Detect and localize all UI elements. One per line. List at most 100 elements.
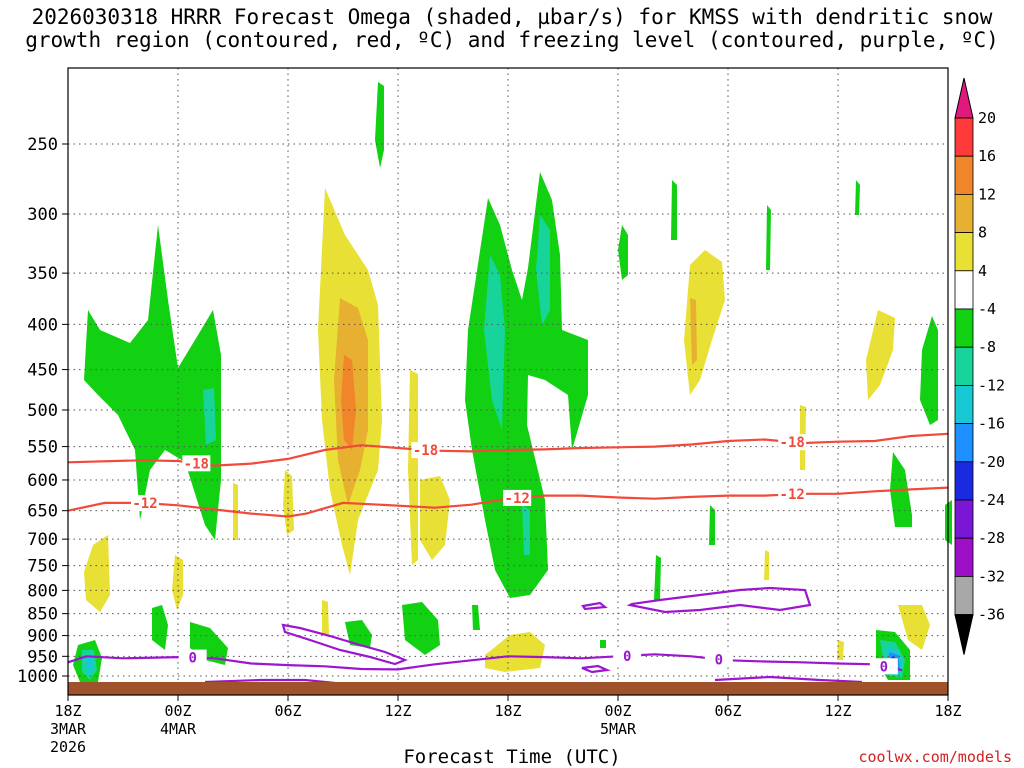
chart-title-line1: 2026030318 HRRR Forecast Omega (shaded, … xyxy=(31,5,993,29)
contour-label-bg xyxy=(613,647,642,664)
colorbar-bin xyxy=(954,346,974,386)
y-tick-label: 700 xyxy=(27,530,58,550)
colorbar-bin xyxy=(954,155,974,195)
contour-label-bg xyxy=(411,442,440,459)
omega-region xyxy=(654,555,661,600)
y-tick-label: 950 xyxy=(27,647,58,667)
y-tick-label: 550 xyxy=(27,438,58,458)
freezing-level-contour xyxy=(581,664,612,674)
y-tick-label: 800 xyxy=(27,581,58,601)
x-tick-date-label: 3MAR xyxy=(50,720,87,738)
omega-region xyxy=(536,215,550,325)
colorbar-tick-label: 8 xyxy=(978,224,987,242)
omega-region xyxy=(522,505,530,555)
colorbar-tick-label: -36 xyxy=(978,606,1005,624)
colorbar-top-arrow xyxy=(954,77,974,119)
omega-region xyxy=(690,298,697,365)
omega-region xyxy=(709,505,715,545)
colorbar-bin xyxy=(954,308,974,348)
contour-label: 0 xyxy=(623,649,631,665)
contour-label: -18 xyxy=(780,435,805,451)
contour-label: 0 xyxy=(188,651,196,667)
omega-region xyxy=(172,555,183,610)
y-tick-label: 400 xyxy=(27,315,58,335)
y-tick-label: 300 xyxy=(27,205,58,225)
credit-link[interactable]: coolwx.com/models xyxy=(858,748,1012,766)
y-tick-label: 850 xyxy=(27,605,58,625)
y-tick-label: 350 xyxy=(27,264,58,284)
omega-region xyxy=(600,640,606,648)
contour-label: -12 xyxy=(505,491,530,507)
colorbar-tick-label: 4 xyxy=(978,262,987,280)
omega-region xyxy=(408,370,418,565)
omega-region xyxy=(485,632,545,672)
contour-label-bg xyxy=(178,649,207,666)
omega-region xyxy=(618,225,628,280)
omega-region xyxy=(472,605,480,630)
colorbar-tick-label: -24 xyxy=(978,491,1005,509)
colorbar: 20 16 12 8 4 -4 -8 -12 -16 -20 -24 -28 -32 -36 xyxy=(954,77,1005,655)
colorbar-bin xyxy=(954,270,974,310)
y-axis: 2503003504004505005506006507007508008509… xyxy=(17,135,68,687)
omega-region xyxy=(671,180,677,240)
contour-label-bg xyxy=(778,434,807,451)
x-tick-label: 00Z xyxy=(604,702,631,720)
omega-region xyxy=(898,605,930,650)
omega-region xyxy=(375,82,384,168)
freezing-level-contour xyxy=(714,675,863,684)
x-tick-label: 06Z xyxy=(714,702,741,720)
y-tick-label: 650 xyxy=(27,502,58,522)
colorbar-tick-label: 16 xyxy=(978,147,996,165)
colorbar-tick-label: -4 xyxy=(978,300,996,318)
x-tick-label: 06Z xyxy=(274,702,301,720)
omega-region xyxy=(345,620,372,648)
x-tick-label: 00Z xyxy=(164,702,191,720)
colorbar-tick-label: 12 xyxy=(978,185,996,203)
y-tick-label: 500 xyxy=(27,401,58,421)
contour-label-bg xyxy=(131,495,159,512)
freezing-level-fragments xyxy=(204,586,863,685)
omega-region xyxy=(85,655,94,675)
colorbar-bin xyxy=(954,384,974,424)
colorbar-bin xyxy=(954,499,974,539)
colorbar-bin xyxy=(954,193,974,233)
freezing-level-contour xyxy=(626,586,812,614)
x-axis-label: Forecast Time (UTC) xyxy=(403,746,621,768)
contour-label: -12 xyxy=(132,496,157,512)
x-tick-label: 18Z xyxy=(934,702,961,720)
contours: -18 -18 -18 -12 -12 -12 0 0 0 0 xyxy=(67,432,949,675)
omega-region xyxy=(84,225,221,540)
contour-label-bg xyxy=(778,486,807,503)
y-tick-label: 250 xyxy=(27,135,58,155)
contour-label-bg xyxy=(503,489,532,506)
freezing-level-contour xyxy=(281,623,408,666)
freezing-level-contour xyxy=(67,653,903,672)
omega-region xyxy=(866,310,895,400)
colorbar-bin xyxy=(954,117,974,157)
y-tick-label: 600 xyxy=(27,471,58,491)
contour-label-bg xyxy=(869,658,898,675)
chart-title-line2: growth region (contoured, red, ºC) and f… xyxy=(25,28,999,52)
y-tick-label: 750 xyxy=(27,557,58,577)
freezing-level-contour xyxy=(204,678,336,685)
freezing-level-contour xyxy=(581,601,608,611)
contour-label-bg xyxy=(182,455,211,472)
contour-label: -12 xyxy=(780,487,805,503)
colorbar-tick-label: -16 xyxy=(978,415,1005,433)
isotherm-contour xyxy=(67,432,949,467)
x-tick-label: 12Z xyxy=(384,702,411,720)
colorbar-bottom-arrow xyxy=(954,614,974,655)
ground-strip xyxy=(68,682,948,695)
omega-region xyxy=(152,605,168,650)
contour-label: -18 xyxy=(184,456,209,472)
omega-region xyxy=(684,250,725,395)
omega-region xyxy=(484,255,505,430)
y-tick-label: 1000 xyxy=(17,667,58,687)
colorbar-tick-label: -32 xyxy=(978,567,1005,585)
colorbar-bin xyxy=(954,537,974,577)
omega-region xyxy=(420,476,450,560)
omega-region xyxy=(855,180,860,215)
colorbar-tick-label: -12 xyxy=(978,376,1005,394)
